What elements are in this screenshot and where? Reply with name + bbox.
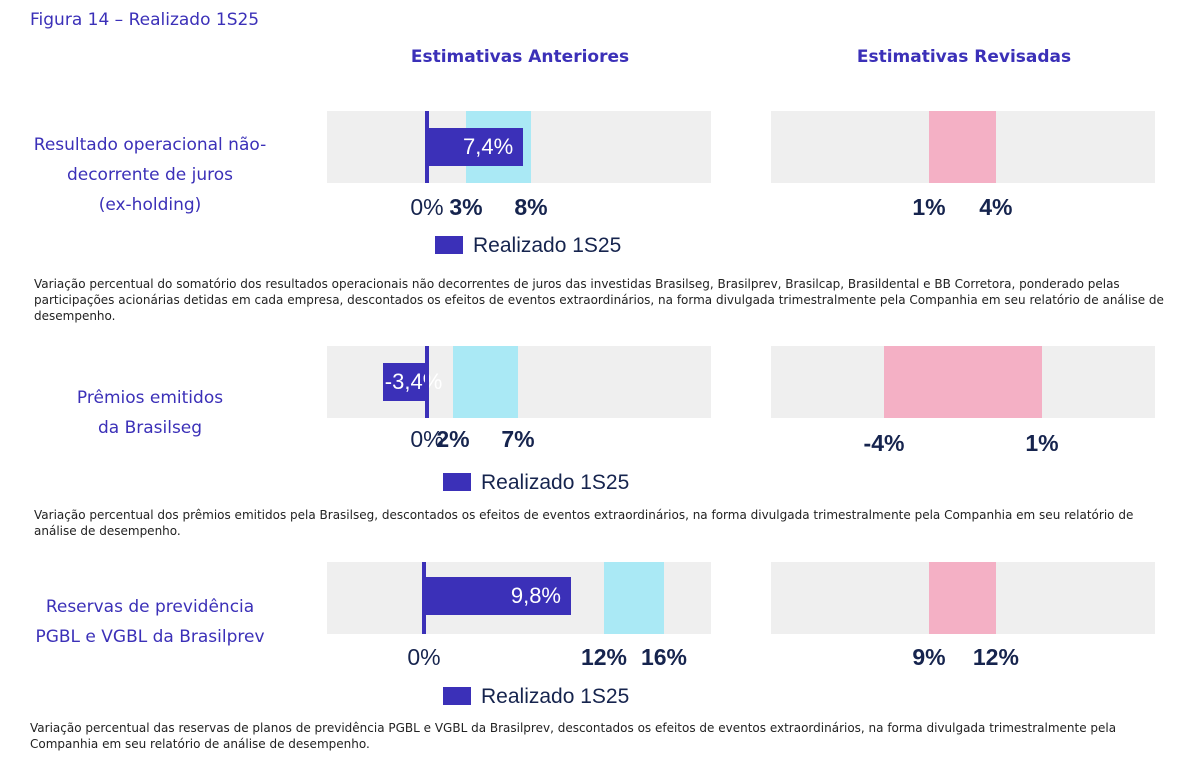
previous-tick-label: 12% [580, 644, 628, 670]
legend-swatch [435, 236, 463, 254]
figure-title: Figura 14 – Realizado 1S25 [30, 10, 260, 30]
previous-tick-label: 0% [410, 194, 444, 220]
previous-tick-label: 7% [501, 426, 535, 452]
previous-tick-label: 0% [407, 644, 441, 670]
metric-label-line: Prêmios emitidos [76, 388, 224, 408]
footnote: Variação percentual dos prêmios emitidos… [34, 508, 1134, 538]
previous-range [604, 562, 664, 634]
zero-axis-line [422, 562, 426, 634]
column-header-revised: Estimativas Revisadas [856, 47, 1072, 67]
realized-bar [427, 128, 524, 166]
realized-bar [424, 577, 571, 615]
realized-value-label: -3,4% [384, 369, 443, 394]
metric-label-line: decorrente de juros [66, 165, 234, 185]
previous-tick-label: 0% [410, 426, 444, 452]
previous-tick-label: 8% [514, 194, 548, 220]
metric-label-line: Resultado operacional não- [33, 135, 267, 155]
realized-value-label: 7,4% [463, 134, 514, 159]
revised-tick-label: -4% [863, 430, 905, 456]
revised-tick-label: 1% [912, 194, 946, 220]
realized-bar [382, 363, 427, 401]
revised-range [884, 346, 1042, 418]
metric-label-line: (ex-holding) [98, 195, 202, 215]
metric-label-line: Reservas de previdência [45, 597, 255, 617]
revised-range [929, 111, 996, 183]
revised-tick-label: 1% [1025, 430, 1059, 456]
column-header-previous: Estimativas Anteriores [410, 47, 630, 67]
legend-label: Realizado 1S25 [473, 234, 622, 257]
previous-tick-label: 3% [449, 194, 483, 220]
revised-tick-label: 4% [979, 194, 1013, 220]
previous-tick-label: 16% [640, 644, 688, 670]
zero-axis-line [425, 346, 429, 418]
metric-label-line: da Brasilseg [97, 418, 203, 438]
footnote: Variação percentual das reservas de plan… [30, 721, 1117, 751]
legend-label: Realizado 1S25 [481, 685, 630, 708]
legend-label: Realizado 1S25 [481, 471, 630, 494]
revised-tick-label: 12% [972, 644, 1019, 670]
previous-range [453, 346, 518, 418]
metric-label-line: PGBL e VGBL da Brasilprev [35, 627, 265, 647]
revised-range [929, 562, 996, 634]
revised-tick-label: 9% [912, 644, 946, 670]
legend-swatch [443, 473, 471, 491]
legend-swatch [443, 687, 471, 705]
realized-value-label: 9,8% [510, 583, 561, 608]
footnote: Variação percentual do somatório dos res… [34, 277, 1164, 323]
previous-tick-label: 2% [436, 426, 470, 452]
zero-axis-line [425, 111, 429, 183]
